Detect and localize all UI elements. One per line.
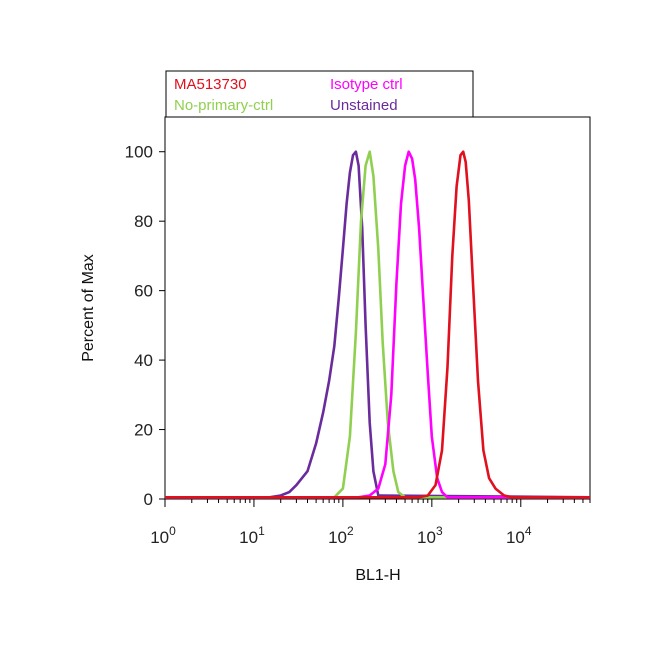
x-tick-label: 103 (417, 524, 443, 547)
series-line-no-primary-ctrl (165, 150, 590, 499)
x-tick-label: 100 (150, 524, 176, 547)
legend-entry-ma513730: MA513730 (174, 76, 247, 93)
y-axis-title: Percent of Max (80, 254, 97, 362)
y-tick-label: 20 (134, 421, 153, 440)
x-tick-label: 101 (239, 524, 265, 547)
y-tick-label: 60 (134, 282, 153, 301)
legend-entry-unstained: Unstained (330, 97, 398, 114)
legend: MA513730 Isotype ctrl No-primary-ctrl Un… (165, 70, 474, 118)
y-tick-label: 0 (144, 490, 153, 509)
series-line-ma513730 (165, 150, 590, 499)
series-line-isotype-ctrl (165, 150, 590, 499)
x-axis-title: BL1-H (355, 567, 400, 584)
series-line-unstained (165, 150, 591, 499)
y-tick-label: 40 (134, 351, 153, 370)
plot-area (164, 116, 591, 500)
legend-entry-isotype-ctrl: Isotype ctrl (330, 76, 403, 93)
series-layer (165, 150, 591, 499)
x-tick-label: 104 (506, 524, 532, 547)
y-tick-label: 100 (125, 143, 153, 162)
legend-entry-no-primary-ctrl: No-primary-ctrl (174, 97, 273, 114)
x-axis: 100 101 102 103 104 (150, 499, 591, 547)
y-axis: 0 20 40 60 80 100 (125, 143, 165, 509)
y-tick-label: 80 (134, 212, 153, 231)
legend-box (165, 70, 474, 118)
x-tick-label: 102 (328, 524, 354, 547)
